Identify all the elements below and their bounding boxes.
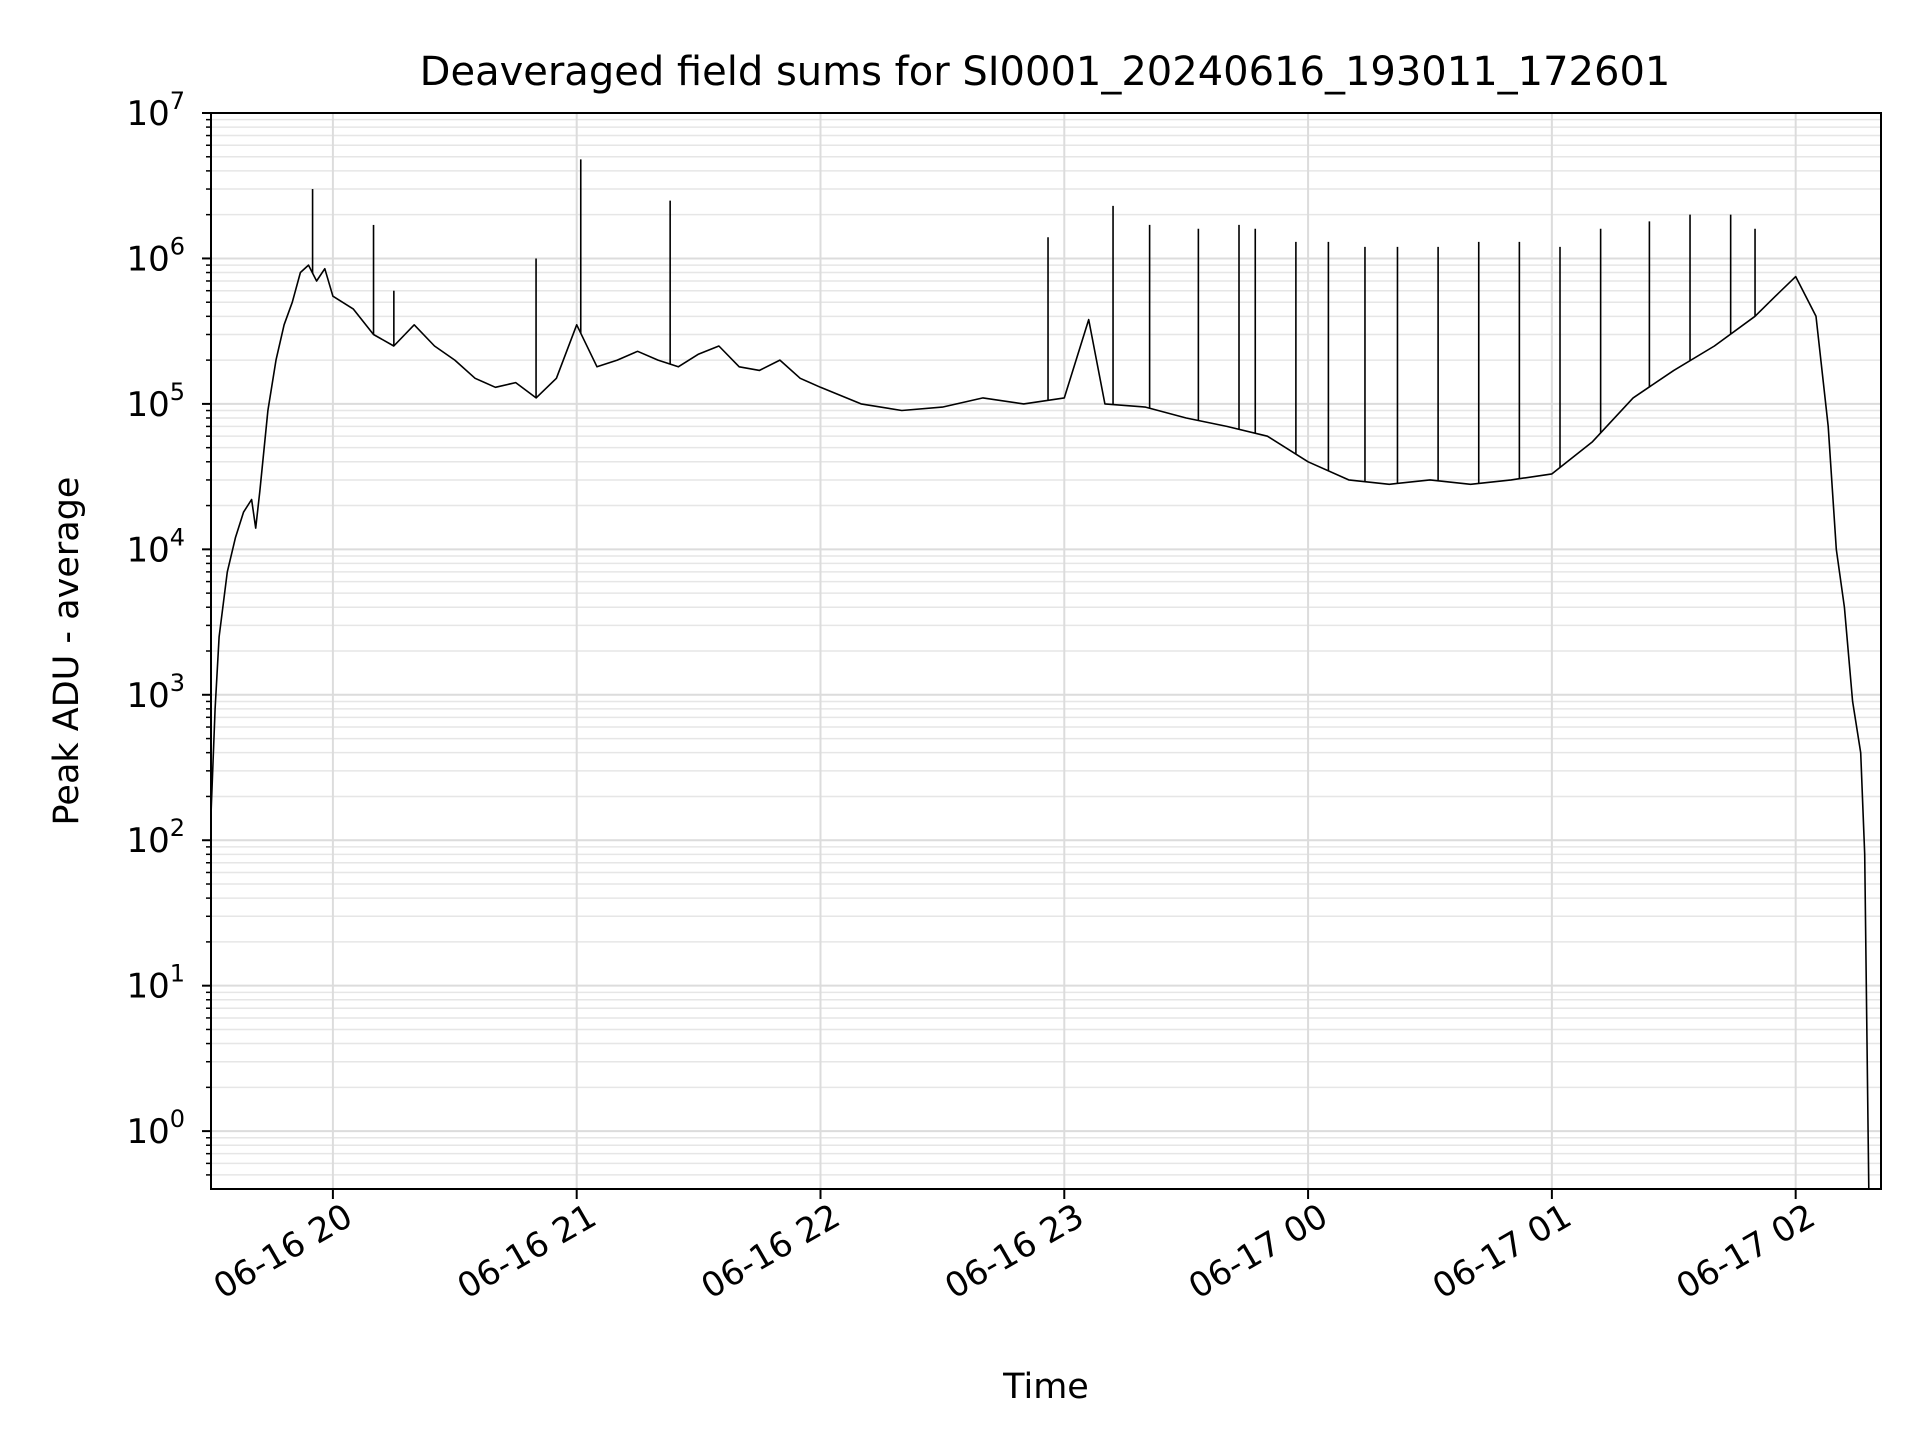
x-axis-label: Time (1002, 1367, 1089, 1407)
data-series (210, 159, 1870, 1190)
series-line (210, 264, 1870, 1190)
y-axis-label: Peak ADU - average (47, 477, 87, 826)
grid (211, 112, 1881, 1189)
chart-title: Deaveraged field sums for SI0001_2024061… (420, 49, 1671, 95)
